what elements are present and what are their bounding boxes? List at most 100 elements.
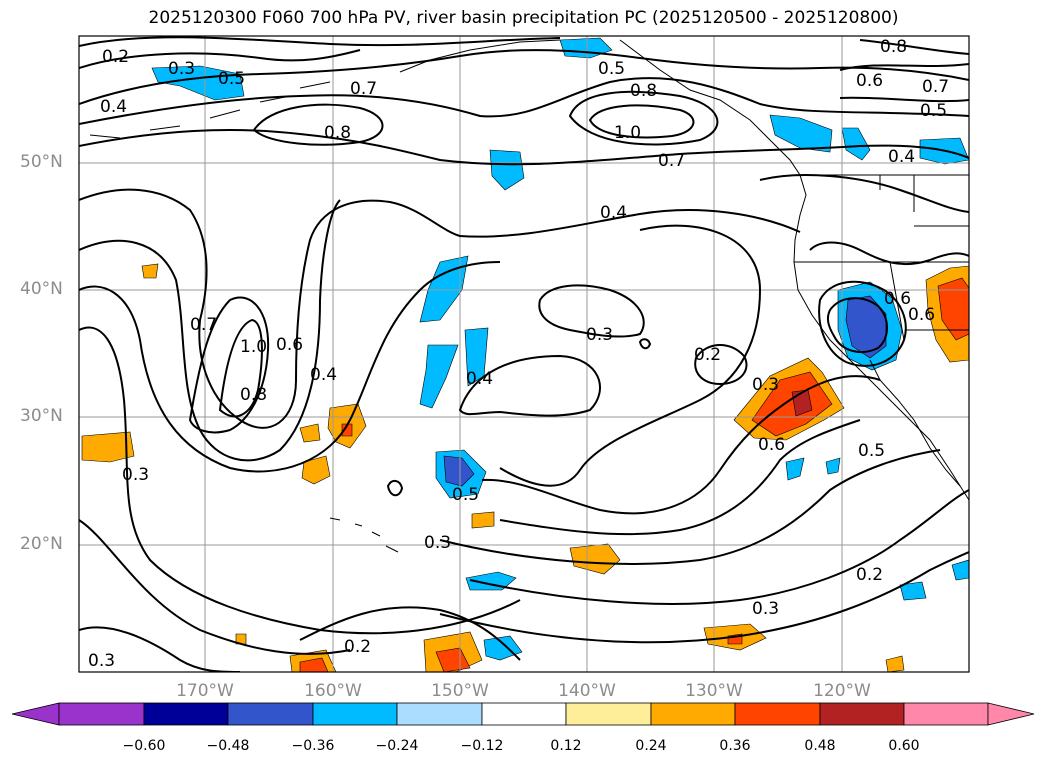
map-frame	[78, 35, 970, 673]
precip-area	[299, 423, 321, 443]
colorbar-tick-label: −0.12	[460, 738, 504, 754]
pv-contour	[79, 49, 361, 69]
colorbar-segment	[565, 702, 652, 726]
colorbar-tick-label: 0.48	[804, 738, 836, 754]
pv-contour	[79, 519, 351, 655]
contour-label: 0.4	[310, 365, 337, 385]
pv-contour	[299, 606, 521, 661]
contour-label: 0.7	[350, 79, 377, 99]
contour-label: 0.8	[324, 123, 351, 143]
contour-label: 0.3	[122, 465, 149, 485]
colorbar-tick-label: 0.12	[550, 738, 582, 754]
pv-contour	[588, 104, 695, 139]
contour-label: 0.4	[600, 203, 627, 223]
contour-label: 0.6	[276, 335, 303, 355]
contour-label: 0.4	[888, 147, 915, 167]
pv-contour	[859, 39, 969, 55]
precip-area	[825, 457, 841, 475]
contour-label: 0.2	[344, 637, 371, 657]
contour-label: 0.3	[586, 325, 613, 345]
pv-contour	[386, 480, 404, 497]
pv-contour	[826, 297, 888, 353]
pv-contour	[499, 224, 762, 487]
colorbar-segment	[58, 702, 145, 726]
pv-contour	[818, 280, 907, 367]
coastlines	[89, 39, 969, 553]
pv-contours	[79, 36, 969, 672]
graticule	[79, 36, 969, 672]
contour-label: 0.7	[922, 77, 949, 97]
precip-area	[299, 657, 329, 672]
contour-label: 0.6	[758, 435, 785, 455]
precip-area	[465, 571, 517, 591]
contour-label: 0.5	[598, 59, 625, 79]
pv-contour	[218, 318, 263, 418]
precip-area	[301, 455, 331, 485]
contour-label: 0.8	[880, 37, 907, 57]
pv-contour	[79, 49, 969, 105]
contour-label: 1.0	[240, 337, 267, 357]
border-states	[794, 175, 969, 341]
lon-label: 140°W	[558, 681, 616, 701]
pv-contour	[252, 103, 384, 146]
pv-contour	[458, 354, 601, 417]
contour-label: 0.7	[658, 151, 685, 171]
contour-label: 0.6	[856, 71, 883, 91]
lon-label: 130°W	[685, 681, 743, 701]
contour-label: 0.7	[190, 315, 217, 335]
precip-area	[419, 344, 459, 409]
colorbar-tick-label: −0.36	[291, 738, 335, 754]
contour-label: 0.5	[920, 101, 947, 121]
colorbar-tick-label: −0.48	[206, 738, 250, 754]
colorbar-tick-label: 0.24	[635, 738, 667, 754]
precip-area	[81, 431, 135, 463]
precip-area	[937, 277, 969, 341]
lat-label: 50°N	[20, 152, 63, 172]
contour-label: 0.4	[100, 97, 127, 117]
colorbar-segment	[481, 702, 567, 726]
colorbar-segment	[143, 702, 229, 726]
map-title: 2025120300 F060 700 hPa PV, river basin …	[148, 8, 899, 28]
colorbar-segment	[734, 702, 821, 726]
colorbar-tick-label: −0.60	[122, 738, 166, 754]
hawaii-islands	[329, 517, 399, 553]
colorbar-tick-label: 0.60	[888, 738, 920, 754]
pv-contour	[839, 96, 969, 103]
lon-label: 150°W	[431, 681, 489, 701]
precip-area	[141, 263, 159, 279]
precip-area	[443, 455, 475, 487]
pv-contour	[538, 284, 645, 338]
pv-contour	[79, 261, 501, 473]
alaska-coast	[399, 39, 561, 73]
contour-label: 0.6	[884, 289, 911, 309]
lat-label: 20°N	[20, 534, 63, 554]
contour-label: 0.2	[856, 565, 883, 585]
lon-label: 120°W	[813, 681, 871, 701]
lat-label: 30°N	[20, 406, 63, 426]
contour-label: 1.0	[614, 123, 641, 143]
contour-label: 0.5	[452, 485, 479, 505]
colorbar-segment	[650, 702, 736, 726]
colorbar-segment	[903, 702, 989, 726]
aleutian-islands	[89, 81, 331, 139]
pv-contour	[188, 296, 270, 434]
pv-contour	[759, 174, 969, 213]
colorbar-segment	[312, 702, 398, 726]
map-plot-area: 0.2 0.3 0.5 0.4 0.7 0.8 0.5 0.8 1.0 0.7 …	[79, 36, 969, 672]
colorbar-extend-min	[11, 702, 60, 726]
pv-contour	[439, 449, 941, 565]
colorbar-segment	[227, 702, 314, 726]
contour-label: 0.2	[102, 47, 129, 67]
precip-area	[899, 581, 927, 601]
pv-contour	[79, 36, 561, 47]
contour-label: 0.3	[752, 599, 779, 619]
colorbar-segment	[819, 702, 905, 726]
precip-positive-areas	[81, 263, 969, 672]
pv-contour	[79, 199, 341, 462]
pv-contour	[481, 375, 881, 515]
contour-label: 0.5	[218, 69, 245, 89]
contour-label: 0.8	[630, 81, 657, 101]
colorbar	[11, 702, 1035, 726]
precip-area	[845, 295, 887, 359]
